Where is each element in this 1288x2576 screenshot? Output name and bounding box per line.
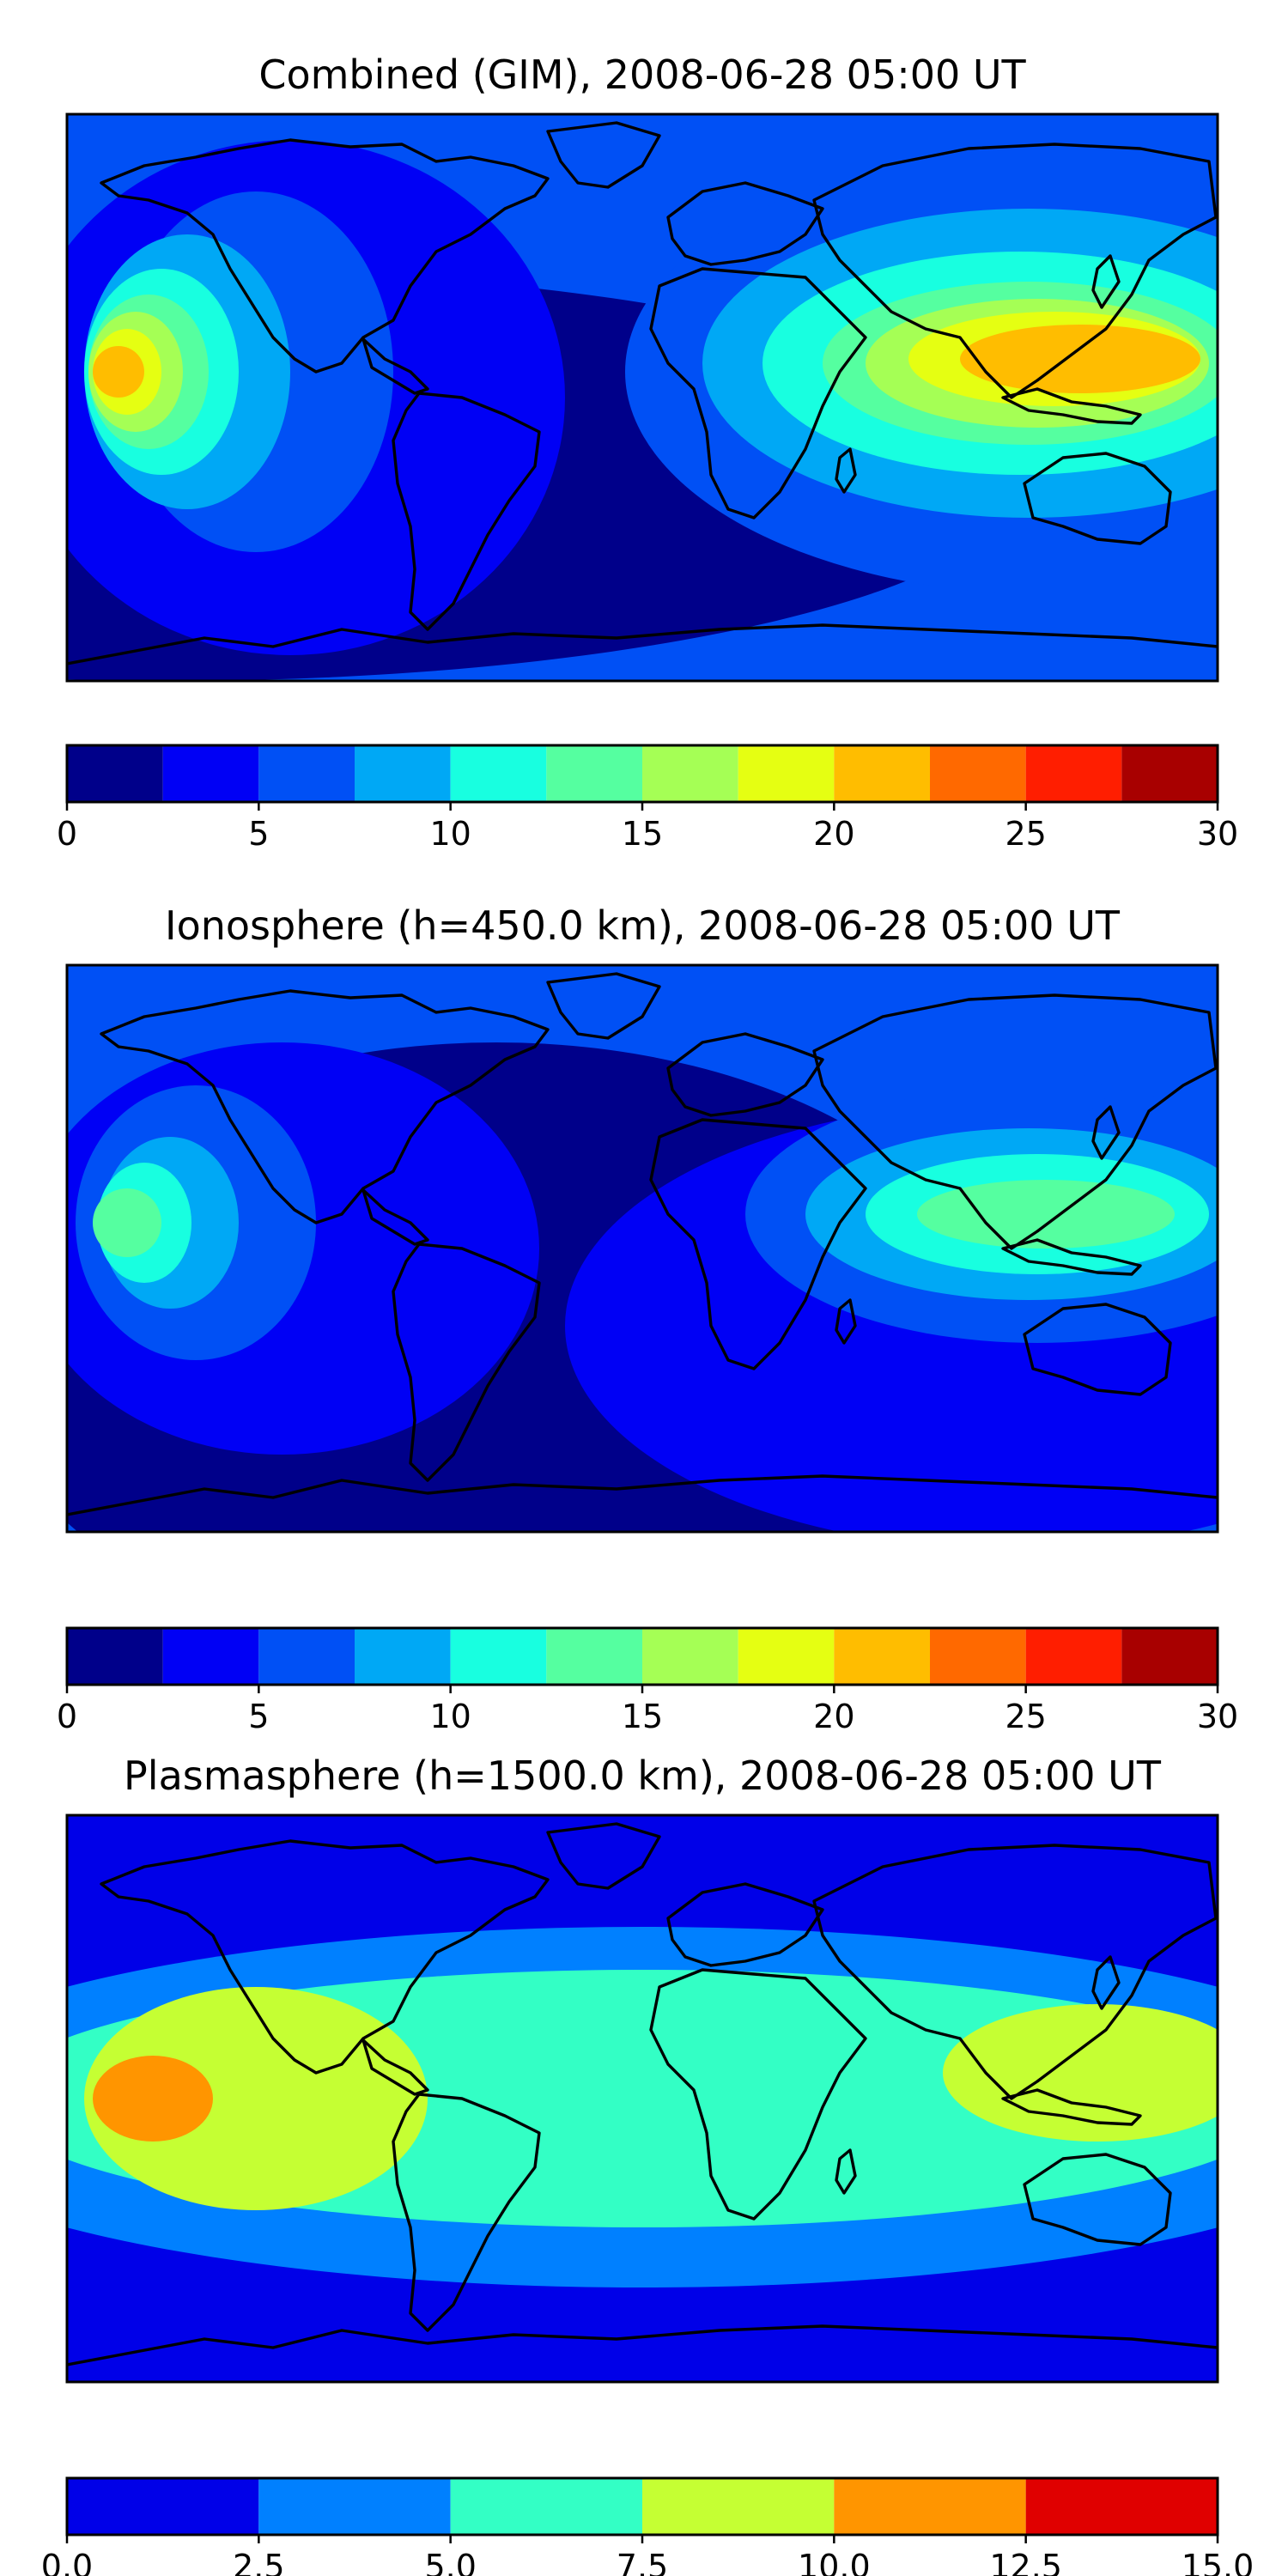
colorbar-segment	[930, 745, 1026, 802]
map-frame	[65, 963, 1219, 1534]
colorbar-segment	[1025, 745, 1122, 802]
colorbar-tick-label: 0.0	[41, 2548, 93, 2576]
contour-region	[960, 325, 1200, 393]
map-plasmasphere	[65, 1814, 1219, 2384]
colorbar-combined: 0 5 10 15 20 25 30	[57, 744, 1238, 853]
map-frame	[65, 1814, 1219, 2384]
tec-contours	[67, 1927, 1218, 2287]
colorbar-segment	[642, 1628, 738, 1685]
tec-contours	[67, 1042, 1218, 1532]
colorbar-segment	[834, 2478, 1026, 2535]
colorbar-segment	[1025, 2478, 1218, 2535]
panel-title-ionosphere: Ionosphere (h=450.0 km), 2008-06-28 05:0…	[165, 902, 1121, 949]
colorbar-segment	[67, 1628, 163, 1685]
tec-contours	[67, 140, 1218, 681]
colorbar-tick-label: 30	[1197, 815, 1238, 853]
colorbar-segment	[67, 2478, 259, 2535]
colorbar-tick-label: 12.5	[989, 2548, 1062, 2576]
colorbar-segment	[642, 745, 738, 802]
colorbar-tick-label: 5	[248, 815, 269, 853]
colorbar-tick-label: 0	[57, 1698, 77, 1735]
colorbar-tick-label: 5	[248, 1698, 269, 1735]
contour-region	[93, 2056, 213, 2142]
colorbar-segment	[258, 1628, 355, 1685]
colorbar-tick-label: 15	[622, 1698, 663, 1735]
map-ionosphere	[65, 963, 1219, 1534]
colorbar-tick-label: 20	[813, 815, 854, 853]
contour-region	[943, 2004, 1218, 2142]
colorbar-tick-label: 2.5	[233, 2548, 284, 2576]
contour-region	[93, 1188, 161, 1257]
contour-region	[84, 1987, 428, 2210]
panel-plasmasphere: Plasmasphere (h=1500.0 km), 2008-06-28 0…	[41, 1753, 1255, 2576]
colorbar-segment	[738, 1628, 835, 1685]
colorbar-tick-label: 30	[1197, 1698, 1238, 1735]
colorbar-tick-label: 5.0	[424, 2548, 476, 2576]
panel-title-plasmasphere: Plasmasphere (h=1500.0 km), 2008-06-28 0…	[124, 1753, 1162, 1799]
colorbar-segment	[834, 1628, 930, 1685]
colorbar-tick-label: 25	[1005, 1698, 1046, 1735]
colorbar-segment	[450, 1628, 547, 1685]
colorbar-segment	[67, 745, 163, 802]
colorbar-segment	[546, 745, 642, 802]
contour-region	[917, 1180, 1175, 1249]
colorbar-segment	[355, 1628, 451, 1685]
colorbar-tick-label: 0	[57, 815, 77, 853]
colorbar-segment	[162, 1628, 259, 1685]
colorbar-tick-label: 25	[1005, 815, 1046, 853]
colorbar-segment	[162, 745, 259, 802]
panel-ionosphere: Ionosphere (h=450.0 km), 2008-06-28 05:0…	[57, 902, 1238, 1735]
map-combined	[65, 112, 1219, 683]
panel-combined: Combined (GIM), 2008-06-28 05:00 UT 0 5 10…	[57, 52, 1238, 853]
colorbar-segment	[738, 745, 835, 802]
colorbar-tick-label: 15	[622, 815, 663, 853]
colorbar-segment	[355, 745, 451, 802]
map-frame	[65, 112, 1219, 683]
colorbar-segment	[834, 745, 930, 802]
contour-region	[969, 1068, 1106, 1120]
colorbar-segment	[1025, 1628, 1122, 1685]
colorbar-tick-label: 7.5	[617, 2548, 668, 2576]
colorbar-tick-label: 20	[813, 1698, 854, 1735]
colorbar-segment	[450, 2478, 642, 2535]
colorbar-tick-label: 10.0	[798, 2548, 871, 2576]
colorbar-segment	[258, 745, 355, 802]
colorbar-ionosphere: 0 5 10 15 20 25 30	[57, 1626, 1238, 1735]
colorbar-segment	[450, 745, 547, 802]
colorbar-segment	[642, 2478, 835, 2535]
colorbar-segment	[546, 1628, 642, 1685]
colorbar-segment	[1121, 1628, 1218, 1685]
colorbar-segment	[1121, 745, 1218, 802]
colorbar-segment	[930, 1628, 1026, 1685]
colorbar-tick-label: 15.0	[1182, 2548, 1255, 2576]
colorbar-tick-label: 10	[429, 815, 471, 853]
colorbar-segment	[258, 2478, 451, 2535]
colorbar-tick-label: 10	[429, 1698, 471, 1735]
contour-region	[93, 346, 144, 398]
colorbar-plasmasphere: 0.0 2.5 5.0 7.5 10.0 12.5 15.0	[41, 2476, 1255, 2576]
panel-title-combined: Combined (GIM), 2008-06-28 05:00 UT	[258, 52, 1026, 98]
